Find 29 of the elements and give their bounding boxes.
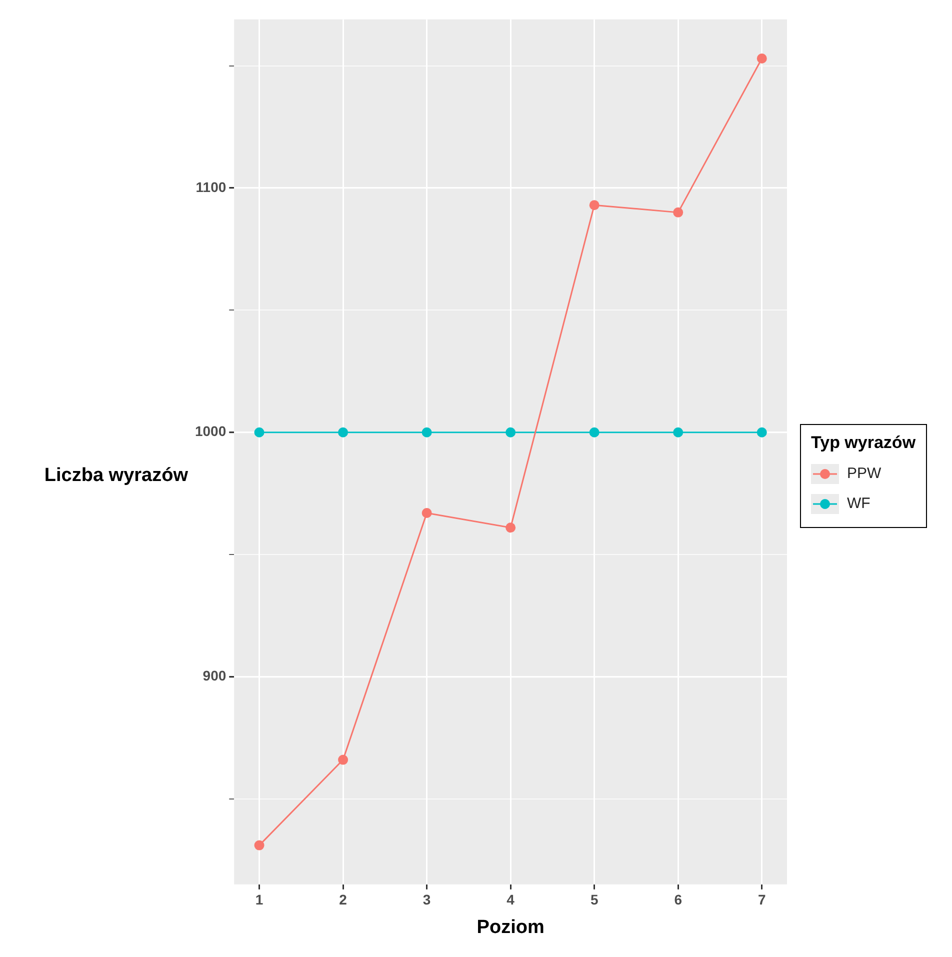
point — [673, 427, 684, 438]
point — [422, 427, 432, 438]
x-tick-label: 4 — [506, 892, 515, 908]
x-tick-label: 5 — [590, 892, 598, 908]
point — [422, 508, 432, 518]
point — [506, 427, 516, 438]
y-tick-label: 900 — [202, 668, 226, 684]
x-tick-label: 6 — [674, 892, 682, 908]
legend-label: PPW — [847, 465, 882, 482]
legend-title: Typ wyrazów — [811, 432, 916, 452]
point — [673, 207, 684, 218]
point — [254, 840, 264, 850]
y-tick-label: 1000 — [194, 423, 226, 440]
point — [756, 53, 767, 64]
x-tick-label: 3 — [422, 892, 431, 908]
x-tick-label: 7 — [758, 892, 766, 908]
x-tick-label: 2 — [339, 892, 348, 908]
x-tick-label: 1 — [255, 892, 264, 908]
x-axis-title: Poziom — [476, 916, 544, 938]
point — [338, 427, 348, 438]
point — [756, 427, 767, 438]
point — [338, 754, 348, 765]
point — [589, 427, 600, 438]
point — [589, 200, 600, 210]
point — [506, 522, 516, 533]
legend-label: WF — [847, 495, 870, 512]
y-tick-label: 1100 — [196, 178, 226, 195]
y-axis-title: Liczba wyrazów — [43, 464, 189, 486]
point — [254, 427, 264, 438]
